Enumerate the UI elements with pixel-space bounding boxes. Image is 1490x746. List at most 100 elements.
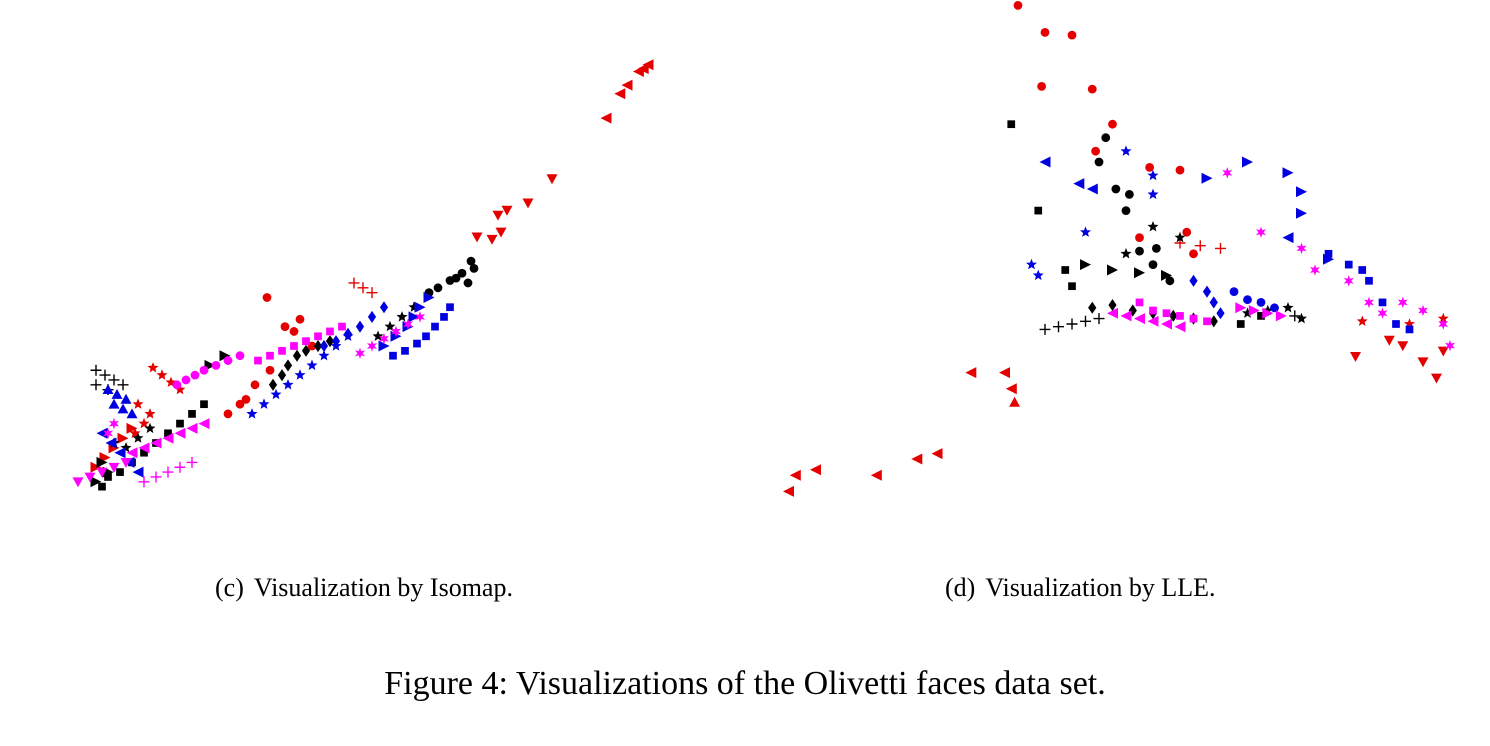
scatter-point-magenta-hexagram	[1445, 339, 1455, 352]
subcaption-c: (c) Visualization by Isomap.	[215, 573, 513, 603]
scatter-point-magenta-hexagram	[1418, 304, 1428, 317]
scatter-point-magenta-triangle-right	[1248, 305, 1260, 316]
scatter-point-magenta-triangle-down	[96, 467, 108, 478]
scatter-point-blue-triangle-right	[423, 292, 435, 303]
scatter-point-red-star	[132, 398, 144, 409]
scatter-point-black-star	[1174, 231, 1186, 243]
scatter-point-magenta-square	[1176, 312, 1184, 320]
scatter-point-blue-triangle-up	[111, 389, 123, 399]
scatter-point-red-circle	[265, 365, 275, 375]
scatter-point-red-circle	[223, 409, 233, 419]
scatter-point-red-circle	[280, 322, 290, 331]
scatter-point-red-circle	[1189, 249, 1198, 259]
scatter-point-black-circle	[469, 264, 479, 273]
scatter-point-red-star	[147, 362, 159, 373]
scatter-point-red-triangle-down	[1437, 346, 1449, 357]
scatter-point-magenta-plus	[138, 476, 150, 488]
scatter-point-black-star	[1282, 302, 1294, 313]
scatter-point-magenta-plus	[162, 466, 174, 478]
scatter-point-blue-square	[422, 332, 430, 341]
scatter-point-black-star	[120, 442, 132, 453]
scatter-point-black-plus	[108, 374, 120, 386]
scatter-point-red-star	[138, 417, 150, 429]
scatter-point-black-circle	[457, 268, 467, 278]
scatter-point-magenta-triangle-right	[1275, 310, 1287, 322]
scatter-point-red-circle	[1091, 146, 1101, 156]
scatter-point-black-square	[1236, 320, 1245, 328]
scatter-point-magenta-hexagram	[1256, 226, 1266, 238]
scatter-point-magenta-circle	[181, 375, 191, 385]
scatter-point-magenta-square	[1149, 306, 1157, 315]
scatter-point-magenta-hexagram	[109, 417, 119, 430]
scatter-point-black-circle	[433, 283, 443, 293]
scatter-point-black-star	[1262, 304, 1274, 316]
scatter-point-magenta-hexagram	[367, 340, 377, 352]
scatter-point-black-diamond	[1128, 304, 1137, 317]
scatter-point-red-plus	[366, 287, 378, 299]
scatter-point-black-square	[140, 448, 148, 457]
scatter-point-blue-square	[440, 313, 448, 321]
scatter-point-red-star	[156, 369, 168, 380]
scatter-point-red-triangle-down	[492, 210, 504, 221]
scatter-point-black-plus	[90, 364, 102, 376]
scatter-point-blue-triangle-up	[126, 408, 138, 419]
scatter-point-black-diamond	[313, 339, 323, 353]
scatter-point-blue-star	[1147, 169, 1159, 181]
scatter-point-magenta-triangle-right	[1262, 307, 1274, 319]
scatter-point-blue-star	[1032, 269, 1044, 281]
scatter-point-magenta-square	[254, 356, 262, 365]
scatter-point-magenta-triangle-down	[72, 477, 84, 488]
scatter-point-red-triangle-up	[1009, 396, 1021, 407]
scatter-point-blue-square	[1365, 276, 1373, 285]
scatter-point-magenta-triangle-down	[120, 458, 132, 468]
scatter-point-blue-square	[413, 339, 421, 348]
scatter-point-magenta-square	[302, 337, 310, 345]
scatter-point-black-square	[1257, 312, 1265, 320]
scatter-point-blue-star	[1026, 258, 1037, 270]
scatter-point-blue-square	[1344, 260, 1353, 269]
scatter-point-blue-triangle-right	[378, 340, 390, 352]
scatter-point-blue-diamond	[1202, 285, 1212, 298]
scatter-point-magenta-circle	[172, 380, 182, 390]
scatter-point-red-triangle-down	[1431, 373, 1442, 384]
subcaption-tag: (d)	[945, 573, 976, 602]
scatter-point-red-circle	[1145, 163, 1155, 172]
lle-scatter-panel	[783, 1, 1455, 497]
scatter-point-magenta-triangle-left	[138, 442, 150, 454]
scatter-point-magenta-hexagram	[379, 332, 389, 345]
scatter-point-blue-star	[246, 408, 258, 419]
scatter-point-blue-circle	[1243, 295, 1252, 305]
scatter-point-red-triangle-right	[90, 461, 102, 473]
scatter-point-red-triangle-down	[1350, 352, 1361, 362]
scatter-point-magenta-triangle-left	[1161, 318, 1172, 330]
scatter-point-black-diamond	[268, 378, 278, 391]
scatter-point-black-star	[1242, 307, 1253, 318]
scatter-point-blue-triangle-up	[108, 398, 120, 409]
scatter-point-blue-diamond	[1189, 274, 1198, 287]
scatter-point-blue-triangle-right	[1242, 156, 1253, 168]
scatter-point-black-diamond	[301, 344, 311, 357]
scatter-point-red-circle	[241, 394, 251, 404]
scatter-point-red-circle	[295, 314, 305, 324]
scatter-point-black-plus	[117, 379, 129, 391]
scatter-point-blue-triangle-up	[120, 393, 132, 404]
scatter-point-magenta-hexagram	[1343, 275, 1354, 287]
scatter-point-blue-star	[318, 349, 330, 361]
scatter-point-red-triangle-left	[911, 453, 923, 465]
scatter-point-magenta-hexagram	[1296, 242, 1307, 255]
scatter-point-blue-triangle-up	[117, 403, 129, 414]
scatter-point-red-triangle-left	[965, 367, 977, 379]
scatter-point-blue-triangle-right	[1282, 167, 1294, 179]
scatter-point-red-triangle-left	[632, 66, 644, 77]
scatter-point-blue-triangle-right	[408, 311, 420, 323]
scatter-point-magenta-triangle-left	[1147, 315, 1159, 327]
scatter-point-blue-star	[1147, 188, 1159, 200]
scatter-point-black-circle	[1151, 244, 1161, 253]
scatter-point-blue-triangle-right	[1296, 186, 1307, 198]
scatter-point-blue-triangle-left	[96, 427, 108, 439]
scatter-point-blue-triangle-right	[414, 301, 426, 313]
scatter-point-magenta-square	[1162, 309, 1171, 318]
scatter-point-magenta-triangle-left	[126, 447, 138, 459]
scatter-point-red-star	[165, 376, 177, 387]
